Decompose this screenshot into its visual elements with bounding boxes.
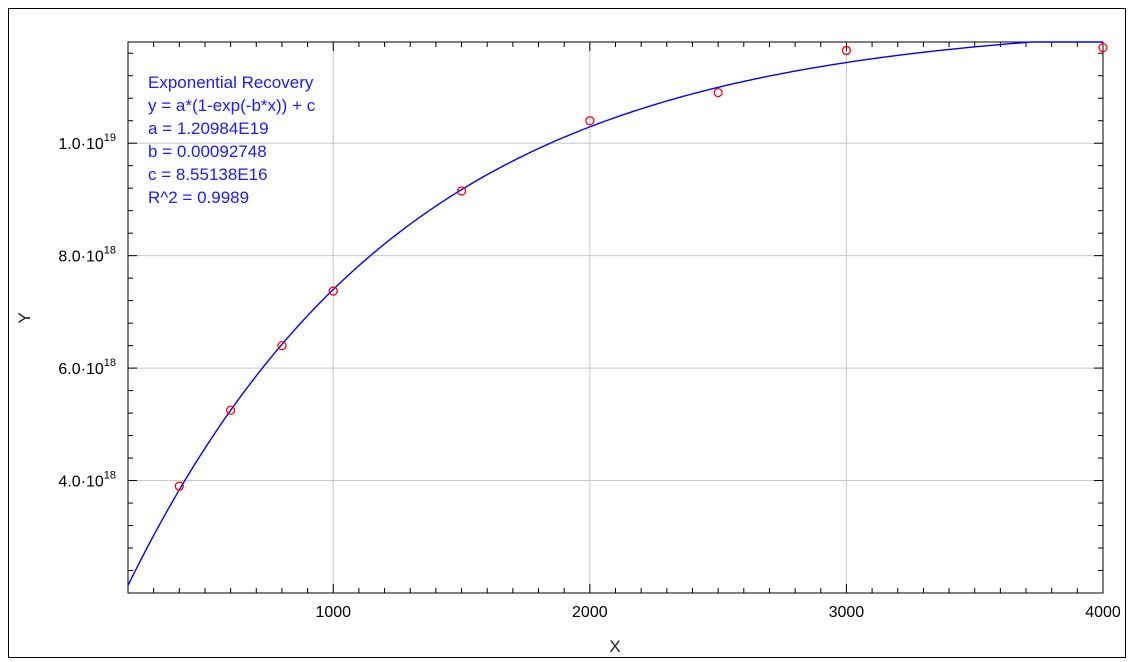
fit-curve	[127, 41, 1103, 586]
y-axis-title: Y	[15, 312, 34, 323]
data-point	[456, 186, 467, 196]
y-tick-label: 8.0·1018	[58, 245, 116, 266]
x-tick-label: 3000	[829, 604, 865, 621]
x-tick-label: 2000	[572, 604, 608, 621]
data-point	[174, 481, 184, 491]
data-point	[225, 405, 236, 415]
data-point	[277, 340, 287, 351]
data-points	[174, 42, 1108, 491]
annotation-line: Exponential Recovery	[148, 73, 314, 92]
data-point	[1098, 42, 1108, 53]
y-tick-label: 4.0·1018	[58, 470, 116, 491]
x-axis-title: X	[609, 637, 620, 656]
grid-lines	[128, 42, 1104, 593]
fit-annotation: Exponential Recovery y = a*(1-exp(-b*x)) …	[148, 73, 316, 207]
y-tick-label: 6.0·1018	[58, 357, 116, 378]
x-tick-labels: 1000 2000 3000 4000	[315, 604, 1120, 621]
annotation-line: a = 1.20984E19	[148, 119, 269, 138]
data-point	[841, 45, 852, 56]
data-point	[713, 87, 723, 98]
tick-marks	[128, 42, 1104, 593]
data-point	[328, 286, 338, 296]
annotation-line: c = 8.55138E16	[148, 165, 268, 184]
x-tick-label: 4000	[1085, 604, 1121, 621]
annotation-line: R^2 = 0.9989	[148, 188, 249, 207]
annotation-line: b = 0.00092748	[148, 142, 267, 161]
chart-frame	[8, 8, 1126, 658]
y-tick-label: 1.0·1019	[58, 132, 116, 153]
data-point	[585, 116, 595, 126]
annotation-line: y = a*(1-exp(-b*x)) + c	[148, 96, 316, 115]
plot-area	[127, 41, 1104, 594]
x-tick-label: 1000	[315, 604, 351, 621]
y-tick-labels: 4.0·1018 6.0·1018 8.0·1018 1.0·1019	[58, 132, 116, 490]
